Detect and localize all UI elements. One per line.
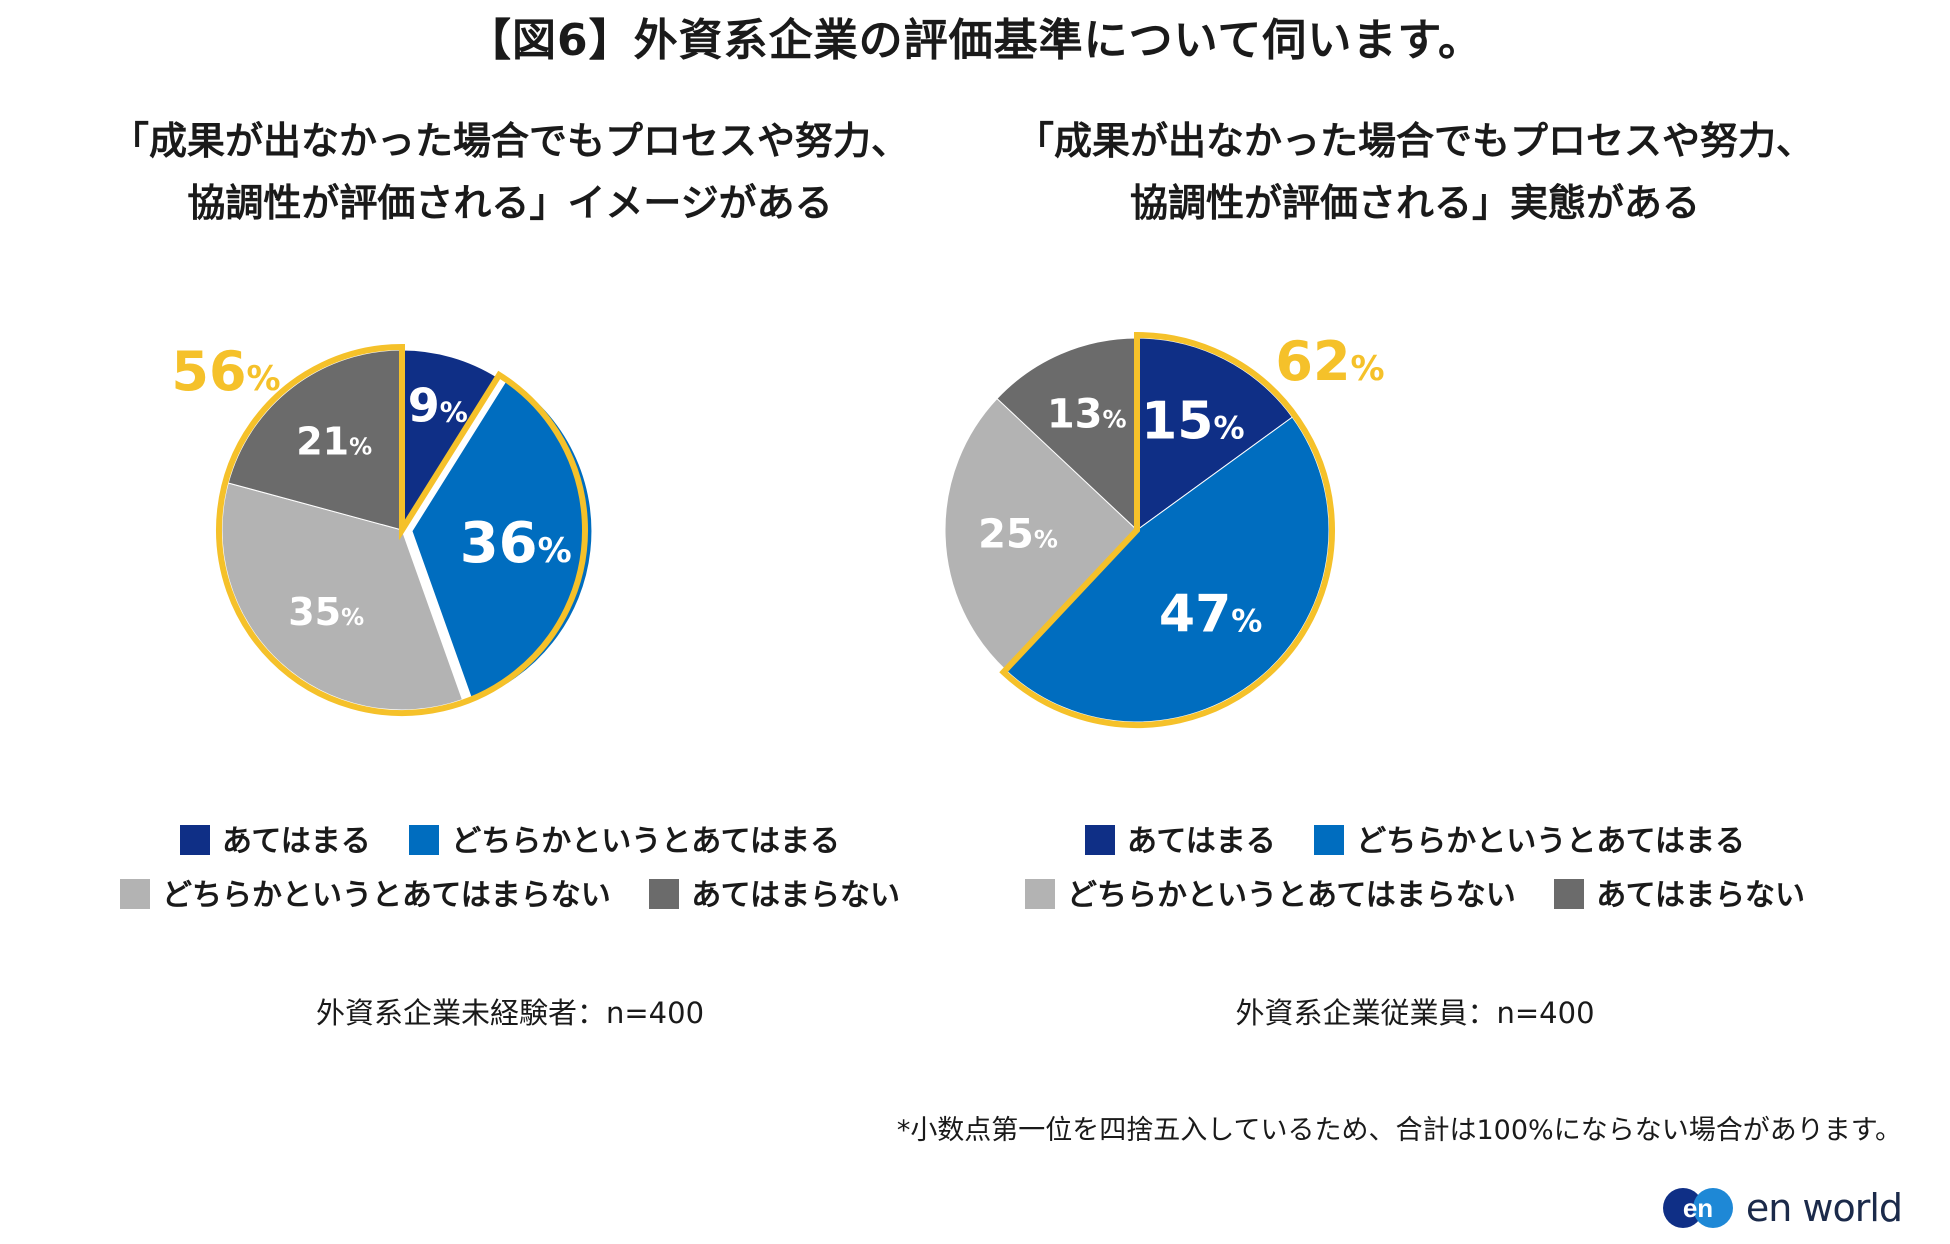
legend-item-somewhat-applies: どちらかというとあてはまる [1314,816,1745,860]
legend-row-2: どちらかというとあてはまらない あてはまらない [30,870,990,914]
legend-row-1: あてはまる どちらかというとあてはまる [30,816,990,860]
enworld-logo: en en world [1661,1186,1903,1234]
pie-panel-employees: 「成果が出なかった場合でもプロセスや努力、 協調性が評価される」実態がある 15… [935,110,1895,1070]
legend-swatch [409,825,440,855]
pie-value-label: 21% [296,420,372,464]
highlight-outline [216,343,588,716]
legend-label: どちらかというとあてはまらない [1066,878,1516,913]
legend-label: どちらかというとあてはまる [451,824,841,859]
sample-size: 外資系企業未経験者：n=400 [315,996,705,1030]
pie-subtitle-line-1: 「成果が出なかった場合でもプロセスや努力、 [110,119,909,163]
legend-swatch [1314,825,1345,855]
pie-value-label: 36% [460,511,572,576]
pie-slice-applies [401,349,499,532]
legend-swatch [179,825,210,855]
pie-subtitle: 「成果が出なかった場合でもプロセスや努力、 協調性が評価される」実態がある [935,110,1895,234]
pie-slice-not-apply [996,337,1138,532]
legend-label: あてはまらない [691,878,901,913]
legend-item-not-apply: あてはまらない [649,870,900,914]
pie-slice-applies [1136,337,1294,531]
legend-swatch [1084,825,1115,855]
enworld-logo-icon: en [1662,1188,1733,1228]
legend-item-applies: あてはまる [1084,816,1276,860]
footnote: *小数点第一位を四捨五入しているため、合計は100%にならない場合があります。 [896,1115,1902,1146]
pie-value-label: 35% [288,590,364,634]
legend-label: あてはまる [221,824,371,859]
legend-label: どちらかというとあてはまらない [161,878,611,913]
legend-row-1: あてはまる どちらかというとあてはまる [935,816,1895,860]
chart-title: 【図6】外資系企業の評価基準について伺います。 [467,15,1483,66]
pie-slice-not-apply [227,349,403,531]
pie-panel-inexperienced: 「成果が出なかった場合でもプロセスや努力、 協調性が評価される」イメージがある … [30,110,990,1070]
highlight-outline [999,331,1335,728]
legend-swatch [119,879,150,909]
pie-subtitle-line-2: 協調性が評価される」実態がある [1129,181,1700,225]
pie-slice-somewhat-applies [411,377,593,702]
legend-item-somewhat-applies: どちらかというとあてはまる [409,816,840,860]
pie-value-label: 13% [1047,392,1127,438]
pie-slice-somewhat-not-apply [944,397,1138,671]
legend-item-not-apply: あてはまらない [1554,870,1805,914]
highlight-total-label: 56% [171,340,280,403]
legend-swatch [1554,879,1585,909]
pie-subtitle-line-2: 協調性が評価される」イメージがある [187,181,833,225]
logo-mark-text: en [1683,1193,1713,1223]
pie-value-label: 9% [408,379,468,433]
pie-value-label: 15% [1141,392,1244,452]
pie-subtitle: 「成果が出なかった場合でもプロセスや努力、 協調性が評価される」イメージがある [30,110,990,234]
legend-item-somewhat-not-apply: どちらかというとあてはまらない [119,870,611,914]
pie-subtitle-line-1: 「成果が出なかった場合でもプロセスや努力、 [1015,119,1814,163]
pie-chart-inexperienced: 9% 36% 35% 21% 56% [171,340,593,716]
highlight-total-label: 62% [1275,330,1384,393]
sample-size: 外資系企業従業員：n=400 [1235,996,1595,1030]
legend-label: あてはまらない [1596,878,1806,913]
legend-item-applies: あてはまる [179,816,371,860]
legend-item-somewhat-not-apply: どちらかというとあてはまらない [1024,870,1516,914]
logo-wordmark: en world [1745,1186,1903,1230]
pie-chart-employees: 15% 47% 25% 13% 62% [944,330,1385,728]
legend-label: どちらかというとあてはまる [1356,824,1746,859]
pie-slice-somewhat-applies [1004,416,1330,723]
pie-slice-somewhat-not-apply [221,482,464,711]
legend-swatch [649,879,680,909]
legend-label: あてはまる [1126,824,1276,859]
pie-value-label: 25% [978,512,1058,558]
pie-value-label: 47% [1159,585,1262,645]
legend-row-2: どちらかというとあてはまらない あてはまらない [935,870,1895,914]
legend-swatch [1024,879,1055,909]
